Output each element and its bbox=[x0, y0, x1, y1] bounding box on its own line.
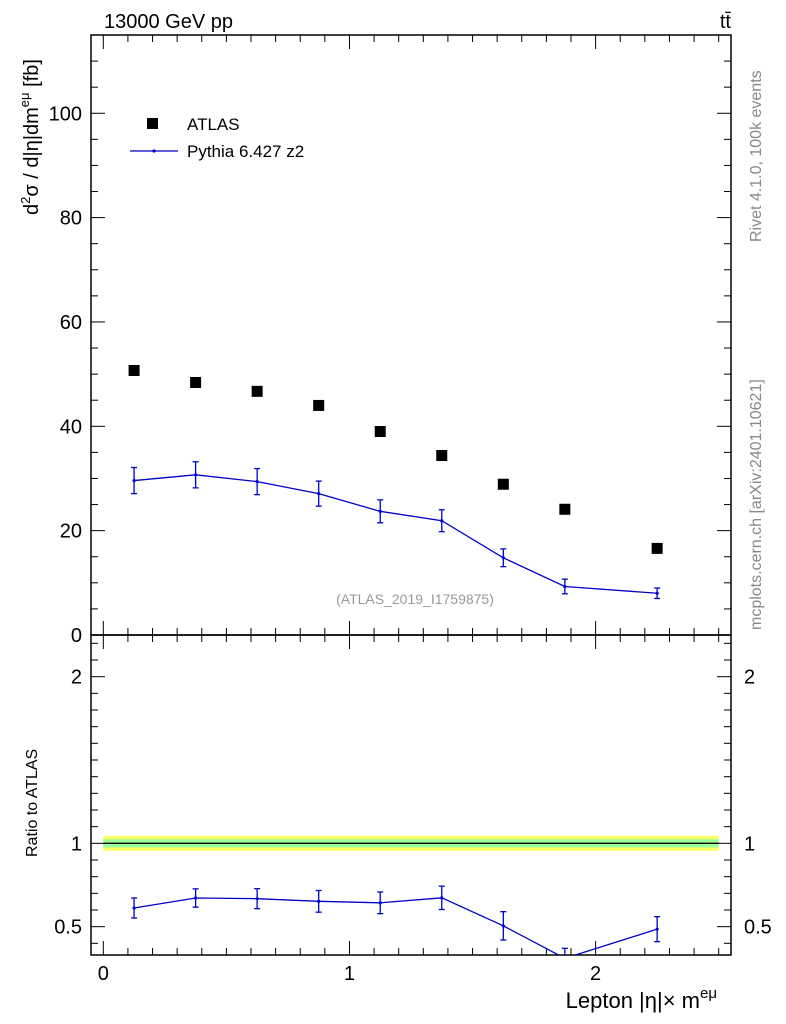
ratio-point bbox=[655, 927, 659, 931]
pythia-point bbox=[317, 492, 321, 496]
ratio-y-axis: 0.5 0.5 1 1 2 2 bbox=[54, 642, 772, 944]
pythia-point bbox=[132, 478, 136, 483]
ratio-point bbox=[317, 899, 321, 903]
main-y-axis-label: d2σ / d|η|dmeμ [fb] bbox=[17, 59, 43, 215]
x-axis-label: Lepton |η|× meμ bbox=[566, 985, 717, 1013]
ratio-point bbox=[501, 924, 505, 928]
atlas-point bbox=[251, 385, 263, 397]
atlas-point bbox=[190, 376, 202, 388]
atlas-point bbox=[313, 399, 325, 411]
pythia-point bbox=[194, 473, 198, 477]
ratio-y-tick-label-right: 1 bbox=[744, 833, 755, 855]
ratio-y-tick-label-right: 2 bbox=[744, 667, 755, 689]
ratio-clipped-group bbox=[131, 885, 661, 960]
ratio-y-axis-label: Ratio to ATLAS bbox=[24, 749, 41, 857]
main-y-tick-label: 100 bbox=[49, 103, 82, 125]
x-axis: 0 1 2 bbox=[98, 35, 720, 985]
atlas-point bbox=[559, 503, 571, 515]
ratio-point bbox=[563, 957, 566, 960]
x-tick-label: 0 bbox=[98, 963, 109, 985]
ratio-point bbox=[378, 901, 382, 905]
atlas-point bbox=[436, 450, 448, 462]
plot-title-right: tt̄ bbox=[720, 11, 732, 33]
ratio-y-tick-label: 1 bbox=[71, 833, 82, 855]
ratio-plot-data bbox=[131, 885, 661, 960]
legend-pythia-marker bbox=[152, 149, 156, 153]
mcplots-label: mcplots.cern.ch [arXiv:2401.10621] bbox=[748, 379, 765, 630]
ratio-y-tick-label: 0.5 bbox=[54, 917, 82, 939]
atlas-point bbox=[128, 364, 140, 376]
pythia-point bbox=[563, 584, 567, 589]
main-y-tick-label: 20 bbox=[60, 521, 82, 543]
ratio-point bbox=[132, 906, 136, 910]
pythia-line bbox=[134, 474, 658, 594]
atlas-point bbox=[374, 426, 386, 438]
ratio-point bbox=[255, 897, 259, 901]
legend: ATLAS Pythia 6.427 z2 bbox=[130, 115, 304, 161]
ratio-y-tick-label: 2 bbox=[71, 667, 82, 689]
ratio-point bbox=[440, 896, 444, 900]
atlas-point bbox=[651, 542, 663, 554]
legend-atlas-marker bbox=[147, 118, 158, 129]
ratio-point bbox=[194, 896, 198, 900]
ratio-uncertainty-band bbox=[103, 835, 719, 851]
main-y-tick-label: 40 bbox=[60, 416, 82, 438]
x-tick-label: 1 bbox=[344, 963, 355, 985]
ratio-panel-frame bbox=[90, 634, 732, 956]
pythia-point bbox=[378, 509, 382, 513]
legend-atlas-label: ATLAS bbox=[187, 115, 240, 134]
rivet-label: Rivet 4.1.0, 100k events bbox=[748, 70, 765, 242]
pythia-point bbox=[440, 519, 444, 523]
analysis-label: (ATLAS_2019_I1759875) bbox=[336, 591, 494, 607]
ratio-line bbox=[133, 897, 658, 955]
main-y-axis: 0 20 40 60 80 100 bbox=[49, 60, 731, 647]
legend-pythia-label: Pythia 6.427 z2 bbox=[187, 142, 304, 161]
pythia-point bbox=[501, 556, 505, 560]
plot-title-left: 13000 GeV pp bbox=[104, 11, 233, 33]
main-y-tick-label: 60 bbox=[60, 312, 82, 334]
pythia-point bbox=[255, 480, 259, 484]
main-y-tick-label: 0 bbox=[71, 625, 82, 647]
atlas-point bbox=[497, 478, 509, 490]
main-plot-data bbox=[128, 364, 663, 600]
main-y-tick-label: 80 bbox=[60, 208, 82, 230]
pythia-point bbox=[655, 591, 659, 595]
x-tick-label: 2 bbox=[590, 963, 601, 985]
ratio-y-tick-label-right: 0.5 bbox=[744, 917, 772, 939]
